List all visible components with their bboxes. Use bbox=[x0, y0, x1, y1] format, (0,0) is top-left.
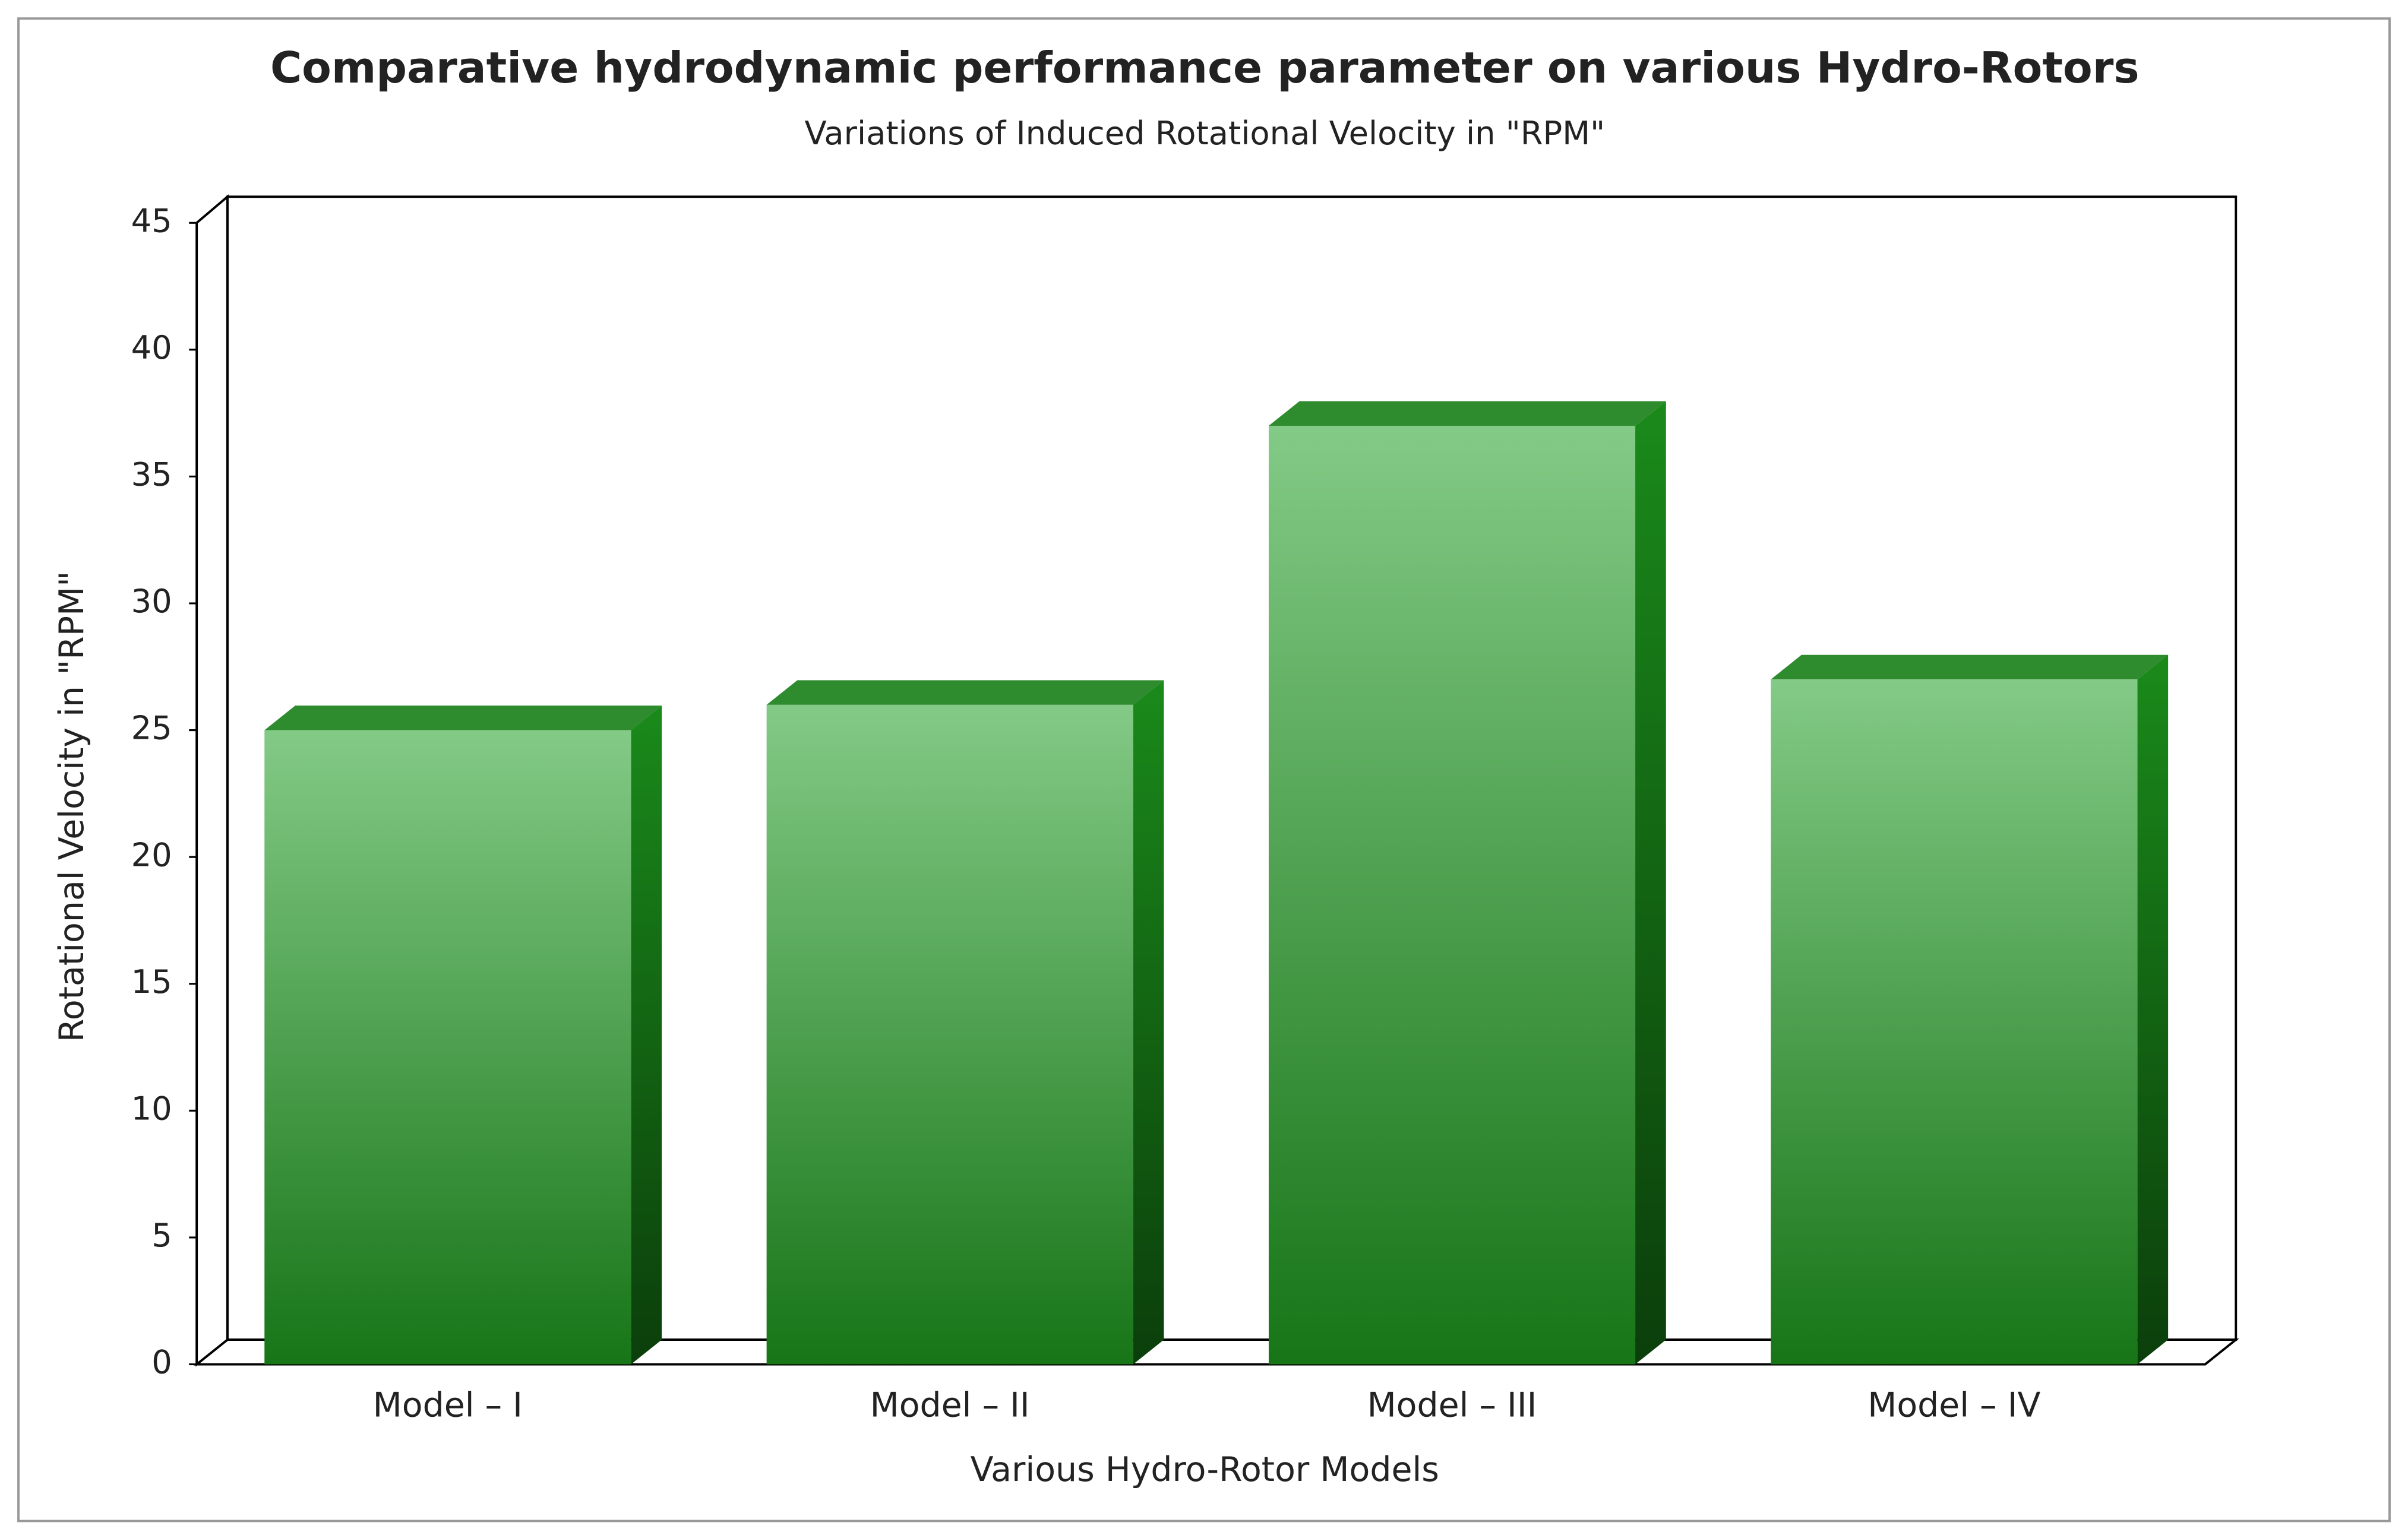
bar-side bbox=[1133, 680, 1164, 1365]
chart-title: Comparative hydrodynamic performance par… bbox=[270, 43, 2140, 93]
y-tick-label: 20 bbox=[131, 836, 172, 874]
bar bbox=[1268, 426, 1636, 1365]
y-tick-label: 5 bbox=[151, 1217, 172, 1254]
y-tick-label: 40 bbox=[131, 329, 172, 366]
bar-side bbox=[631, 705, 662, 1365]
y-tick-label: 45 bbox=[131, 202, 172, 239]
bar-top bbox=[264, 705, 662, 730]
y-axis-title: Rotational Velocity in "RPM" bbox=[52, 571, 91, 1042]
y-tick-label: 25 bbox=[131, 710, 172, 747]
bar-top bbox=[766, 680, 1164, 705]
x-tick-label: Model – I bbox=[373, 1386, 523, 1425]
bar bbox=[766, 704, 1133, 1365]
y-tick-label: 0 bbox=[151, 1344, 172, 1381]
frame bbox=[17, 17, 2391, 1523]
x-tick-label: Model – IV bbox=[1867, 1386, 2040, 1425]
bar-side bbox=[2137, 654, 2169, 1365]
y-tick-label: 10 bbox=[131, 1090, 172, 1127]
x-tick-label: Model – III bbox=[1367, 1386, 1537, 1425]
side-wall bbox=[195, 194, 229, 1367]
bar bbox=[1771, 679, 2138, 1365]
y-tick-label: 15 bbox=[131, 963, 172, 1001]
y-tick-label: 35 bbox=[131, 456, 172, 493]
bar-top bbox=[1268, 401, 1666, 426]
x-tick-label: Model – II bbox=[870, 1386, 1030, 1425]
bar-side bbox=[1635, 401, 1666, 1365]
bar bbox=[264, 730, 631, 1365]
x-axis-title: Various Hydro-Rotor Models bbox=[971, 1450, 1439, 1489]
chart-subtitle: Variations of Induced Rotational Velocit… bbox=[804, 115, 1605, 152]
y-tick-label: 30 bbox=[131, 583, 172, 620]
bar-top bbox=[1771, 654, 2169, 680]
